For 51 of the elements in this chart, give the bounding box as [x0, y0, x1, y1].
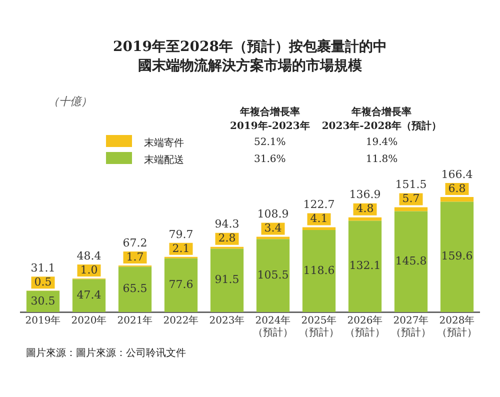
- x-tick-label: 2028年（預計）: [437, 314, 477, 339]
- data-label: 5.7: [402, 192, 420, 206]
- data-label: 1.0: [80, 263, 98, 276]
- total-label: 31.1: [30, 261, 56, 274]
- text: 年複合增長率2019年-2023年: [229, 105, 311, 134]
- data-label: 132.1: [349, 259, 381, 272]
- text: 19.4%: [364, 136, 399, 150]
- x-tick-label: 2020年: [71, 314, 107, 327]
- x-tick-label: 2019年: [25, 314, 61, 327]
- total-label: 136.9: [349, 188, 381, 202]
- legend-label: 末端配送: [143, 154, 185, 168]
- text: 11.8%: [364, 153, 399, 167]
- total-label: 108.9: [257, 208, 289, 221]
- x-tick-label: 2026年（預計）: [345, 314, 385, 339]
- x-tick-label: 2027年（預計）: [391, 314, 431, 339]
- legend-label: 末端寄件: [143, 136, 185, 150]
- data-label: 2.1: [172, 242, 190, 255]
- data-label: 2.8: [218, 232, 236, 245]
- text: 圖片來源：圖片來源：公司聆讯文件: [26, 346, 186, 360]
- data-label: 1.7: [126, 250, 144, 264]
- x-tick-label: 2023年: [209, 314, 245, 327]
- data-label: 159.6: [441, 250, 473, 263]
- total-label: 166.4: [441, 168, 473, 181]
- data-label: 4.8: [356, 202, 374, 216]
- data-label: 30.5: [30, 294, 56, 308]
- text: 年複合增長率2023年-2028年（預計）: [320, 105, 443, 134]
- total-label: 94.3: [214, 218, 240, 231]
- total-label: 122.7: [303, 198, 335, 212]
- x-tick-label: 2024年（預計）: [253, 314, 293, 339]
- total-label: 67.2: [122, 236, 148, 250]
- data-label: 118.6: [303, 264, 335, 277]
- x-tick-label: 2021年: [117, 314, 153, 327]
- chart-title: 2019年至2028年（預計）按包裹量計的中國末端物流解決方案市場的市場規模: [112, 38, 388, 76]
- data-label: 91.5: [214, 273, 240, 286]
- x-tick-label: 2025年（預計）: [299, 314, 339, 339]
- data-label: 4.1: [310, 212, 328, 226]
- data-label: 77.6: [168, 278, 194, 292]
- total-label: 48.4: [76, 249, 102, 262]
- data-label: 47.4: [76, 288, 102, 302]
- text: 31.6%: [253, 153, 287, 167]
- total-label: 151.5: [395, 178, 427, 192]
- data-label: 3.4: [264, 222, 282, 235]
- x-tick-label: 2022年: [163, 314, 199, 327]
- data-label: 105.5: [257, 268, 289, 282]
- data-label: 0.5: [34, 275, 52, 288]
- data-label: 65.5: [122, 282, 148, 296]
- total-label: 79.7: [168, 228, 194, 241]
- text: （十億）: [48, 94, 92, 109]
- text: 52.1%: [253, 136, 287, 150]
- data-label: 6.8: [448, 182, 466, 195]
- data-label: 145.8: [395, 254, 427, 268]
